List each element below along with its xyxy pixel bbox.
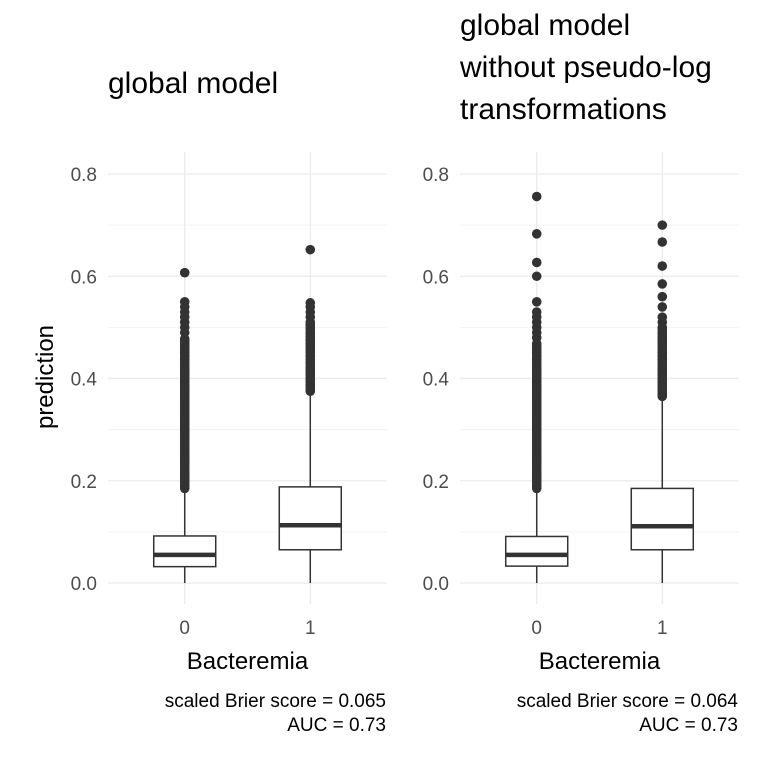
y-tick-label: 0.6 bbox=[423, 267, 449, 288]
y-tick-label: 0.8 bbox=[71, 165, 97, 186]
panel-2: 0.0 0.2 0.4 0.6 0.8 0 1 Bacteremia global model w… bbox=[423, 9, 739, 736]
box-iqr bbox=[278, 486, 343, 551]
gridlines bbox=[460, 152, 739, 604]
y-tick-label: 0.0 bbox=[423, 574, 449, 595]
outlier-point bbox=[179, 297, 190, 307]
outlier-point bbox=[531, 191, 542, 202]
caption-line: AUC = 0.73 bbox=[639, 715, 738, 736]
caption-line: scaled Brier score = 0.064 bbox=[517, 691, 739, 712]
box-1 bbox=[278, 244, 343, 583]
outlier-point bbox=[179, 267, 190, 278]
x-tick-label: 1 bbox=[657, 618, 668, 639]
outlier-point bbox=[657, 291, 668, 302]
outlier-point bbox=[531, 307, 542, 317]
box-0 bbox=[152, 267, 217, 583]
y-tick-label: 0.8 bbox=[423, 165, 449, 186]
outlier-point bbox=[657, 220, 668, 230]
y-tick-label: 0.0 bbox=[71, 574, 97, 595]
x-tick-label: 0 bbox=[531, 618, 542, 639]
box-iqr bbox=[152, 535, 217, 568]
x-axis-title: Bacteremia bbox=[187, 648, 309, 675]
outlier-point bbox=[305, 244, 316, 255]
outlier-point bbox=[531, 271, 542, 282]
panel-title-line: global model bbox=[108, 67, 278, 100]
caption-line: AUC = 0.73 bbox=[287, 715, 386, 736]
panel-title-line: transformations bbox=[460, 93, 667, 126]
gridlines bbox=[108, 152, 387, 604]
box-iqr bbox=[504, 535, 569, 567]
outlier-point bbox=[531, 229, 542, 239]
outlier-point bbox=[657, 237, 668, 247]
x-tick-label: 0 bbox=[179, 618, 190, 639]
outlier-point bbox=[657, 312, 668, 322]
y-tick-label: 0.6 bbox=[71, 267, 97, 288]
outlier-point bbox=[657, 279, 668, 289]
outlier-point bbox=[531, 257, 542, 268]
caption-line: scaled Brier score = 0.065 bbox=[165, 691, 386, 712]
box-iqr bbox=[630, 487, 695, 551]
y-tick-label: 0.2 bbox=[423, 472, 449, 493]
box-0 bbox=[504, 191, 569, 583]
box-1 bbox=[630, 220, 695, 583]
x-tick-label: 1 bbox=[305, 618, 316, 639]
y-tick-label: 0.2 bbox=[71, 472, 97, 493]
outlier-point bbox=[657, 261, 668, 271]
y-axis-title: prediction bbox=[32, 325, 59, 429]
x-axis-title: Bacteremia bbox=[539, 648, 661, 675]
outlier-point bbox=[305, 298, 316, 308]
outlier-point bbox=[531, 297, 542, 307]
y-tick-label: 0.4 bbox=[71, 370, 98, 391]
panel-title-line: global model bbox=[460, 9, 630, 42]
y-tick-label: 0.4 bbox=[423, 370, 450, 391]
panel-1: 0.0 0.2 0.4 0.6 0.8 0 1 Bacteremia prediction glo… bbox=[32, 67, 387, 736]
outlier-point bbox=[657, 302, 668, 312]
panel-title-line: without pseudo-log bbox=[459, 51, 712, 84]
